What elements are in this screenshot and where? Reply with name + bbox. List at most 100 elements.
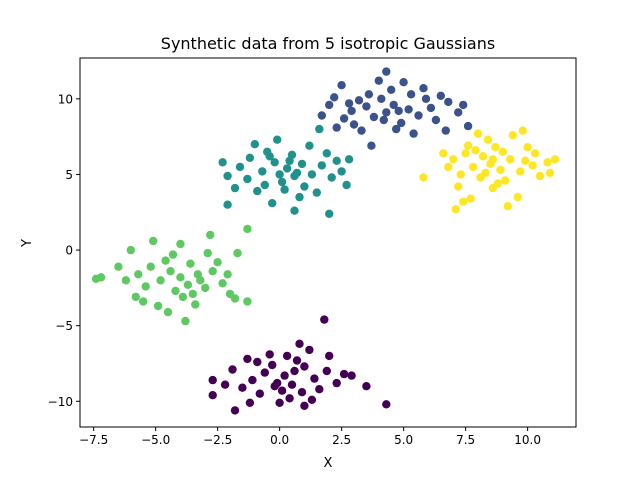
data-point <box>176 273 185 282</box>
y-axis-label: Y <box>20 239 35 248</box>
data-point <box>305 345 314 355</box>
data-point <box>436 91 445 101</box>
plot-frame <box>79 57 577 428</box>
data-point <box>183 280 193 289</box>
data-point <box>297 159 307 169</box>
data-point <box>163 307 173 317</box>
data-point <box>208 267 217 276</box>
data-point <box>186 259 195 268</box>
data-point <box>523 143 532 152</box>
data-point <box>349 120 359 129</box>
data-point <box>459 100 468 110</box>
data-point <box>171 286 180 296</box>
data-point <box>161 256 170 265</box>
data-point <box>414 111 423 120</box>
data-point <box>325 209 334 218</box>
data-point <box>243 174 252 184</box>
data-point <box>454 108 463 117</box>
data-point <box>392 124 401 134</box>
x-tick-label: −5.0 <box>141 433 170 447</box>
data-point <box>149 236 158 246</box>
data-point <box>506 155 515 164</box>
data-point <box>466 194 475 203</box>
data-point <box>277 177 287 187</box>
data-point <box>498 147 507 156</box>
data-point <box>439 149 448 158</box>
data-point <box>280 185 289 194</box>
data-point <box>513 192 522 202</box>
data-point <box>233 248 242 258</box>
data-point <box>516 167 525 176</box>
data-point <box>146 262 155 271</box>
data-point <box>406 90 416 99</box>
data-point <box>339 369 349 379</box>
data-point <box>206 230 215 240</box>
data-point <box>344 155 354 164</box>
data-point <box>317 161 326 170</box>
data-point <box>459 197 468 206</box>
data-point <box>441 126 450 135</box>
data-point <box>245 153 255 162</box>
data-point <box>141 282 150 291</box>
y-tick-label: 5 <box>65 168 73 182</box>
data-point <box>315 124 324 134</box>
data-point <box>126 245 135 255</box>
data-point <box>521 156 530 165</box>
data-point <box>191 300 200 309</box>
data-point <box>347 106 356 116</box>
points-layer <box>91 67 560 415</box>
data-point <box>387 85 396 95</box>
data-point <box>156 276 165 285</box>
data-point <box>347 371 356 380</box>
data-point <box>285 156 294 165</box>
data-point <box>342 180 351 190</box>
x-axis: −7.5 −5.0 −2.5 0.0 2.5 5.0 7.5 10.0 <box>79 427 541 447</box>
data-point <box>493 179 503 188</box>
data-point <box>518 126 527 135</box>
data-point <box>444 162 453 172</box>
data-point <box>364 90 374 99</box>
data-point <box>362 382 371 391</box>
x-tick-label: 0.0 <box>270 433 289 447</box>
data-point <box>421 94 431 104</box>
chart-title: Synthetic data from 5 isotropic Gaussian… <box>161 34 495 53</box>
x-tick-label: 5.0 <box>394 433 413 447</box>
data-point <box>501 176 510 185</box>
data-point <box>451 205 460 214</box>
data-point <box>268 360 277 370</box>
x-tick-label: 7.5 <box>456 433 475 447</box>
data-point <box>503 202 512 211</box>
data-point <box>223 270 232 279</box>
data-point <box>181 316 190 326</box>
data-point <box>478 152 488 161</box>
data-point <box>275 398 284 407</box>
data-point <box>449 155 458 164</box>
cluster-3 <box>218 124 354 218</box>
data-point <box>535 171 545 181</box>
data-point <box>389 100 398 110</box>
data-point <box>543 158 552 167</box>
data-point <box>394 106 403 116</box>
data-point <box>332 378 341 388</box>
data-point <box>468 162 478 172</box>
data-point <box>268 199 277 208</box>
data-point <box>253 357 262 367</box>
data-point <box>166 267 175 276</box>
data-point <box>481 168 490 178</box>
data-point <box>307 395 317 404</box>
data-point <box>379 115 388 125</box>
cluster-1 <box>208 315 391 415</box>
data-point <box>270 382 279 391</box>
data-point <box>322 366 331 376</box>
data-point <box>188 289 197 299</box>
data-point <box>550 155 560 164</box>
data-point <box>292 356 302 365</box>
data-point <box>131 292 140 302</box>
data-point <box>305 141 314 150</box>
data-point <box>253 186 262 196</box>
cluster-5 <box>419 126 560 214</box>
data-point <box>218 158 227 167</box>
y-tick-label: −5 <box>55 319 73 333</box>
data-point <box>300 401 309 410</box>
